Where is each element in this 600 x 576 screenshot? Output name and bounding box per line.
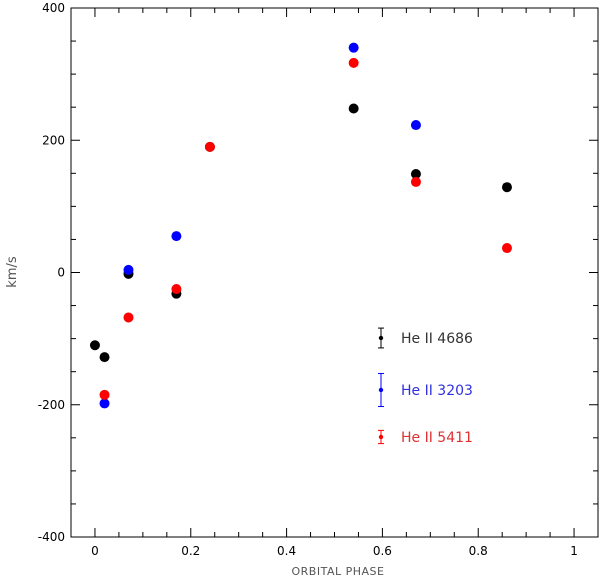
x-axis-label: ORBITAL PHASE (292, 565, 385, 576)
data-point (123, 312, 134, 323)
x-tick-label: 0.8 (469, 544, 488, 558)
y-tick-label: -400 (38, 530, 65, 544)
data-point (410, 176, 421, 187)
data-point (501, 182, 512, 193)
plot-frame-rect (70, 7, 599, 538)
tick-labels: 0 0.2 0.4 0.6 0.8 1 -400 -200 0 200 400 (38, 1, 578, 558)
data-point (171, 231, 182, 242)
y-tick-label: -200 (38, 398, 65, 412)
legend-marker (378, 434, 384, 440)
y-tick-label: 400 (42, 1, 65, 15)
data-point (410, 168, 421, 179)
x-tick-label: 0.4 (277, 544, 296, 558)
data-point (99, 398, 110, 409)
legend: He II 4686 He II 3203 He II 5411 (378, 327, 473, 446)
data-point (89, 340, 100, 351)
x-tick-label: 1 (570, 544, 578, 558)
plot-frame (70, 7, 599, 538)
data-point (204, 141, 215, 152)
tick-marks (71, 7, 598, 538)
legend-marker (378, 387, 384, 393)
data-point (348, 103, 359, 114)
legend-label: He II 3203 (401, 383, 473, 399)
x-tick-label: 0.2 (181, 544, 200, 558)
data-point (348, 57, 359, 68)
data-point (348, 42, 359, 53)
data-point (171, 284, 182, 295)
y-tick-label: 200 (42, 133, 65, 147)
data-point (99, 352, 110, 363)
data-point (501, 243, 512, 254)
x-tick-label: 0 (91, 544, 99, 558)
x-tick-label: 0.6 (373, 544, 392, 558)
data-points (89, 42, 512, 409)
y-axis-label: km/s (5, 256, 20, 288)
data-point (410, 120, 421, 131)
legend-marker (378, 335, 384, 341)
y-tick-label: 0 (57, 266, 65, 280)
legend-label: He II 4686 (401, 331, 473, 347)
data-point (123, 264, 134, 275)
data-point (99, 389, 110, 400)
legend-label: He II 5411 (401, 430, 473, 446)
